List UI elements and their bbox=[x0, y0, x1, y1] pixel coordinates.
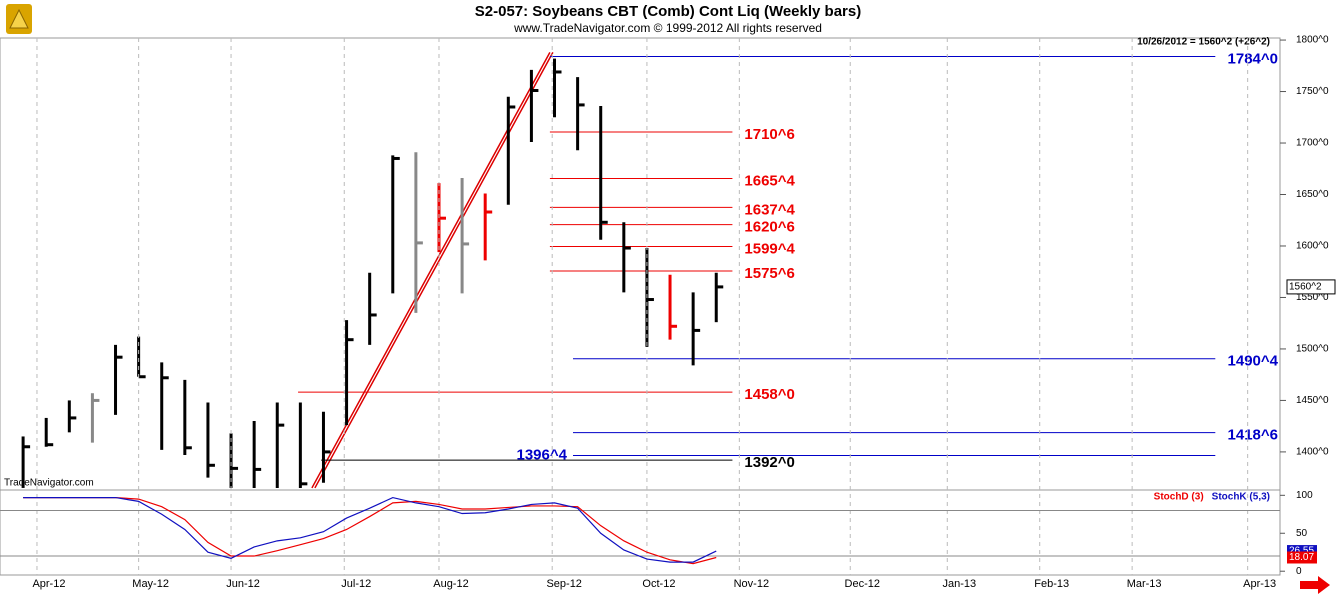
legend-label[interactable]: StochD (3) bbox=[1154, 492, 1204, 503]
last-price-label: 1560^2 bbox=[1289, 282, 1322, 293]
level-label: 1784^0 bbox=[1228, 51, 1278, 68]
x-tick-label: May-12 bbox=[132, 578, 169, 590]
level-label: 1637^4 bbox=[744, 201, 795, 218]
x-tick-label: Oct-12 bbox=[642, 578, 675, 590]
level-label: 1490^4 bbox=[1228, 353, 1279, 370]
level-label: 1710^6 bbox=[744, 126, 794, 143]
x-tick-label: Jun-12 bbox=[226, 578, 260, 590]
y-tick-label: 1500^0 bbox=[1296, 344, 1329, 355]
level-label: 1575^6 bbox=[744, 265, 794, 282]
level-label: 1599^4 bbox=[744, 240, 795, 257]
y-tick-label: 1800^0 bbox=[1296, 35, 1329, 46]
y-tick-label: 1650^0 bbox=[1296, 189, 1329, 200]
watermark: TradeNavigator.com bbox=[4, 478, 94, 489]
last-value-box bbox=[1287, 551, 1317, 564]
level-label: 1392^0 bbox=[744, 454, 794, 471]
x-tick-label: Sep-12 bbox=[546, 578, 581, 590]
y-tick-label: 1550^0 bbox=[1296, 292, 1329, 303]
x-tick-label: Apr-12 bbox=[32, 578, 65, 590]
x-tick-label: Nov-12 bbox=[734, 578, 769, 590]
plot-frame bbox=[0, 37, 1281, 576]
x-tick-label: Dec-12 bbox=[845, 578, 880, 590]
x-tick-label: Jul-12 bbox=[341, 578, 371, 590]
level-label: 1620^6 bbox=[744, 219, 794, 236]
y-tick-label: 1400^0 bbox=[1296, 447, 1329, 458]
y-tick-label: 50 bbox=[1296, 528, 1308, 539]
last-value-label: 26.55 bbox=[1289, 546, 1314, 557]
x-tick-label: Mar-13 bbox=[1127, 578, 1162, 590]
level-label: 1418^6 bbox=[1228, 427, 1278, 444]
x-tick-label: Feb-13 bbox=[1034, 578, 1069, 590]
y-tick-label: 1600^0 bbox=[1296, 241, 1329, 252]
status: 10/26/2012 = 1560^2 (+26^2) bbox=[1137, 37, 1270, 48]
level-label: 1665^4 bbox=[744, 173, 795, 190]
stoch-line bbox=[23, 496, 717, 563]
last-value-label: 18.07 bbox=[1289, 552, 1314, 563]
x-tick-label: Aug-12 bbox=[433, 578, 468, 590]
level-label: 1396^4 bbox=[517, 446, 568, 463]
x-tick-label: Jan-13 bbox=[942, 578, 976, 590]
logo bbox=[6, 4, 32, 34]
y-tick-label: 1450^0 bbox=[1296, 395, 1329, 406]
x-tick-label: Apr-13 bbox=[1243, 578, 1276, 590]
subtitle: www.TradeNavigator.com © 1999-2012 All r… bbox=[513, 21, 822, 35]
y-tick-label: 1700^0 bbox=[1296, 138, 1329, 149]
trendline bbox=[314, 52, 554, 489]
legend-label[interactable]: StochK (5,3) bbox=[1212, 492, 1270, 503]
scroll-arrow[interactable] bbox=[1300, 576, 1330, 594]
y-tick-label: 0 bbox=[1296, 566, 1302, 577]
chart-title: S2-057: Soybeans CBT (Comb) Cont Liq (We… bbox=[475, 3, 861, 20]
trendline bbox=[311, 52, 551, 489]
stoch-line bbox=[23, 496, 717, 565]
y-tick-label: 100 bbox=[1296, 490, 1313, 501]
level-label: 1458^0 bbox=[744, 386, 794, 403]
y-tick-label: 1750^0 bbox=[1296, 86, 1329, 97]
last-price-box bbox=[1286, 279, 1336, 295]
